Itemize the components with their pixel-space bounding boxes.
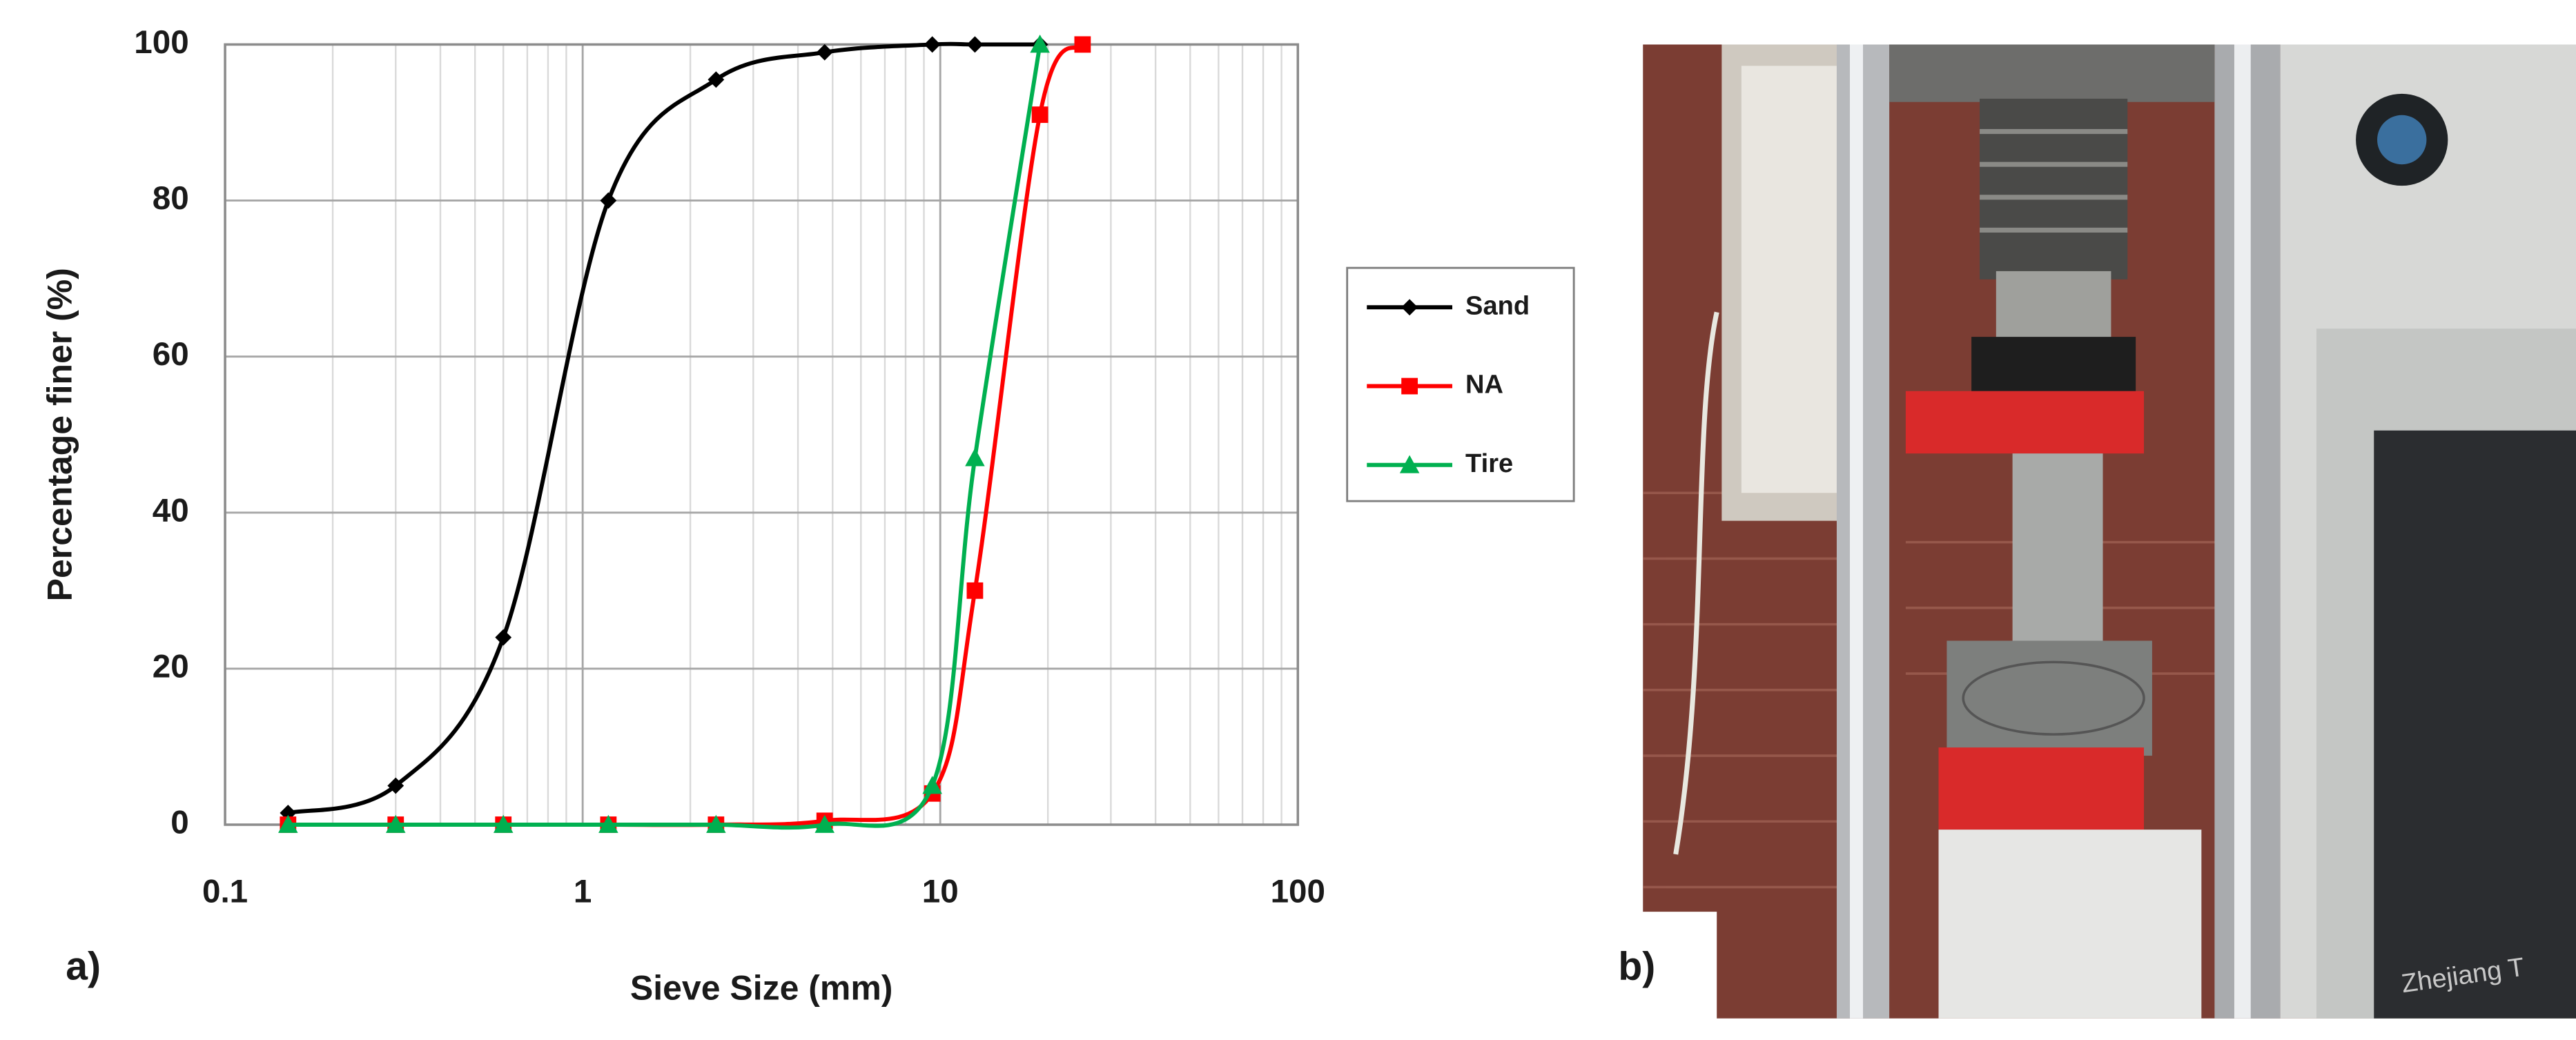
legend-label: Tire: [1465, 449, 1513, 478]
marker: [1030, 35, 1050, 53]
x-tick-label: 100: [1271, 874, 1325, 910]
marker: [495, 629, 512, 646]
marker: [814, 814, 835, 833]
y-tick-label: 20: [153, 648, 189, 685]
marker: [598, 814, 618, 833]
marker: [965, 448, 985, 467]
marker: [708, 71, 725, 88]
marker: [600, 192, 617, 209]
marker: [922, 776, 942, 794]
y-tick-label: 100: [134, 24, 188, 61]
photo: Zhejiang T: [1643, 44, 2576, 1019]
series-line: [287, 41, 1040, 815]
legend-label: Sand: [1465, 291, 1530, 320]
marker: [385, 814, 406, 833]
legend-label: NA: [1465, 371, 1503, 400]
marker: [966, 582, 984, 599]
x-tick-label: 10: [922, 874, 959, 910]
marker: [816, 43, 833, 61]
marker: [493, 814, 514, 833]
series-line: [288, 43, 1042, 830]
x-tick-label: 0.1: [202, 874, 248, 910]
y-tick-label: 0: [170, 805, 188, 841]
x-tick-label: 1: [574, 874, 592, 910]
marker: [924, 36, 941, 53]
y-axis-title: Percentage finer (%): [41, 268, 79, 601]
marker: [966, 36, 984, 53]
marker: [278, 814, 298, 833]
y-tick-label: 60: [153, 336, 189, 373]
plot-frame: [224, 43, 1300, 826]
marker: [1399, 455, 1420, 473]
panel-label: b): [1618, 945, 1655, 989]
marker: [1031, 106, 1048, 124]
marker: [1074, 36, 1091, 53]
series-line: [288, 43, 1084, 827]
marker: [1401, 377, 1418, 395]
marker: [706, 814, 726, 833]
y-tick-label: 80: [153, 180, 189, 217]
marker: [387, 777, 404, 794]
panel-label: a): [66, 945, 101, 989]
y-tick-label: 40: [153, 492, 189, 529]
x-axis-title: Sieve Size (mm): [630, 969, 892, 1008]
